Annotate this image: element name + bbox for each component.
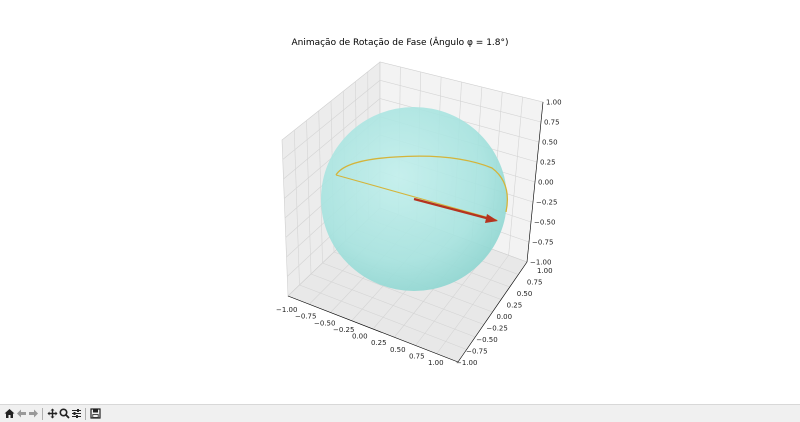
y-tick-label: −0.75 — [466, 348, 487, 356]
x-tick-label: 0.75 — [409, 352, 425, 360]
toolbar-separator — [42, 407, 43, 420]
figure-canvas: Animação de Rotação de Fase (Ângulo φ = … — [0, 0, 800, 404]
navigation-toolbar — [0, 404, 800, 422]
x-tick-label: 0.25 — [371, 339, 387, 347]
z-tick-label: −0.50 — [534, 219, 555, 227]
axes-3d[interactable]: 1.000.750.500.250.00−0.25−0.50−0.75−1.00… — [0, 0, 800, 404]
phase-arc-chord — [335, 174, 498, 221]
y-tick-label: −0.25 — [486, 325, 507, 333]
grid-line — [436, 255, 509, 354]
x-tick-label: −0.50 — [314, 319, 335, 327]
plot-title: Animação de Rotação de Fase (Ângulo φ = … — [291, 38, 509, 48]
y-tick-label: −1.00 — [456, 359, 477, 367]
x-axis-ticks: −1.00−0.75−0.50−0.250.000.250.500.751.00 — [276, 306, 444, 367]
x-tick-label: 0.00 — [352, 333, 368, 341]
sliders-icon — [71, 409, 81, 418]
z-tick-label: −1.00 — [530, 259, 551, 267]
z-tick-label: 0.00 — [538, 179, 554, 187]
state-vector-arrowhead — [485, 214, 498, 223]
floppy-disk-icon — [89, 408, 101, 419]
state-vector — [413, 197, 491, 221]
y-tick-label: 0.50 — [517, 290, 533, 298]
x-tick-label: 0.50 — [390, 346, 406, 354]
x-tick-label: 1.00 — [428, 359, 444, 367]
configure-subplots-button[interactable] — [70, 407, 82, 421]
toolbar-separator — [85, 407, 86, 420]
z-tick-label: 0.75 — [544, 119, 560, 127]
y-tick-label: 1.00 — [537, 267, 553, 275]
y-tick-label: 0.75 — [527, 279, 543, 287]
z-tick-label: −0.75 — [532, 239, 553, 247]
x-tick-label: −0.25 — [333, 326, 354, 334]
z-tick-label: 1.00 — [546, 99, 562, 107]
x-tick-label: −0.75 — [295, 313, 316, 321]
move-icon — [47, 408, 57, 419]
z-tick-label: 0.50 — [542, 139, 558, 147]
z-tick-label: 0.25 — [540, 159, 556, 167]
back-button[interactable] — [15, 407, 27, 421]
y-tick-label: 0.25 — [507, 302, 523, 310]
save-button[interactable] — [89, 407, 101, 421]
pan-button[interactable] — [46, 407, 58, 421]
forward-button[interactable] — [27, 407, 39, 421]
y-axis-ticks: 1.00 0.75 0.50 0.25 0.00 −0.25 −0.50 −0.75 −1.00 — [456, 267, 553, 367]
arrow-left-icon — [16, 409, 26, 418]
z-axis-ticks: 1.00 0.75 0.50 0.25 0.00 −0.25 −0.50 −0.75 −1.00 — [530, 99, 562, 267]
y-tick-label: 0.00 — [497, 313, 513, 321]
magnifier-icon — [58, 408, 70, 419]
x-tick-label: −1.00 — [276, 306, 297, 314]
grid-line — [508, 96, 523, 256]
zoom-button[interactable] — [58, 407, 70, 421]
home-icon — [4, 409, 14, 418]
axis-lines — [287, 101, 544, 363]
z-tick-label: −0.25 — [536, 199, 557, 207]
phase-arc — [335, 155, 509, 213]
home-button[interactable] — [3, 407, 15, 421]
arrow-right-icon — [28, 409, 38, 418]
y-tick-label: −0.50 — [476, 336, 497, 344]
